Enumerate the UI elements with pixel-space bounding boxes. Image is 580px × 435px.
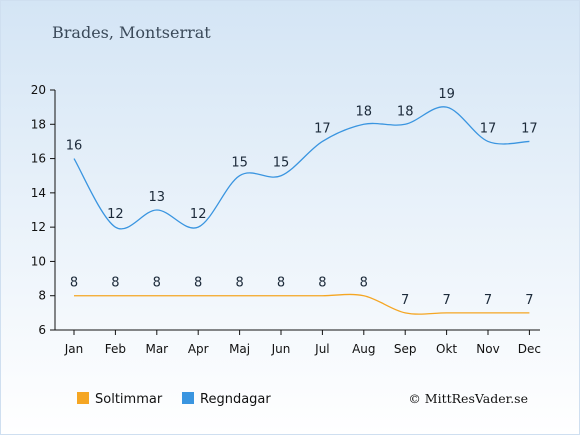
x-tick-label: Sep	[394, 342, 417, 356]
x-tick-label: Dec	[518, 342, 541, 356]
y-tick-label: 16	[31, 152, 46, 166]
y-tick-label: 6	[38, 323, 46, 337]
data-label-soltimmar: 8	[111, 276, 119, 291]
y-tick-label: 8	[38, 289, 46, 303]
data-label-soltimmar: 7	[525, 293, 533, 308]
legend-label-soltimmar: Soltimmar	[95, 392, 163, 407]
data-label-regndagar: 16	[66, 139, 83, 154]
y-tick-label: 18	[31, 117, 46, 131]
data-label-regndagar: 18	[356, 104, 373, 119]
x-tick-label: Jun	[271, 342, 291, 356]
y-tick-label: 14	[31, 186, 46, 200]
y-tick-label: 20	[31, 83, 46, 97]
data-label-soltimmar: 8	[153, 276, 161, 291]
series-line-soltimmar	[73, 293, 530, 315]
data-label-regndagar: 19	[438, 87, 455, 102]
data-label-regndagar: 18	[397, 104, 414, 119]
series-line-regndagar	[73, 106, 530, 230]
data-label-regndagar: 17	[480, 121, 497, 136]
x-tick-label: Maj	[229, 342, 250, 356]
x-tick-label: Feb	[105, 342, 126, 356]
data-label-soltimmar: 8	[318, 276, 326, 291]
data-label-regndagar: 13	[149, 190, 166, 205]
data-label-regndagar: 12	[190, 207, 207, 222]
x-tick-label: Okt	[436, 342, 457, 356]
credit-text: © MittResVader.se	[408, 391, 528, 406]
data-label-soltimmar: 8	[70, 276, 78, 291]
data-label-regndagar: 15	[231, 156, 248, 171]
legend-swatch-regndagar	[182, 392, 194, 404]
chart-title: Brades, Montserrat	[52, 23, 211, 42]
x-ticks: Jan Feb Mar Apr Maj Jun Jul Aug Sep Okt Nov Dec	[64, 330, 541, 356]
x-tick-label: Jul	[314, 342, 329, 356]
x-tick-label: Mar	[145, 342, 168, 356]
data-label-soltimmar: 7	[484, 293, 492, 308]
x-tick-label: Jan	[64, 342, 84, 356]
data-label-soltimmar: 8	[277, 276, 285, 291]
series-lines	[73, 106, 530, 315]
data-label-soltimmar: 8	[360, 276, 368, 291]
data-labels: 8 8 8 8 8 8 8 8 7 7 7 7 16 12 13 12 15 15 17 18 18 19 17 17	[66, 87, 538, 308]
data-label-soltimmar: 8	[235, 276, 243, 291]
y-tick-label: 10	[31, 254, 46, 268]
x-tick-label: Apr	[188, 342, 209, 356]
y-tick-label: 12	[31, 220, 46, 234]
data-label-regndagar: 15	[273, 156, 290, 171]
x-tick-label: Aug	[352, 342, 375, 356]
y-ticks: 6 8 10 12 14 16 18 20	[31, 83, 55, 337]
legend-label-regndagar: Regndagar	[200, 392, 271, 407]
data-label-regndagar: 12	[107, 207, 124, 222]
data-label-regndagar: 17	[314, 121, 331, 136]
legend-swatch-soltimmar	[77, 392, 89, 404]
x-tick-label: Nov	[476, 342, 499, 356]
data-label-soltimmar: 7	[401, 293, 409, 308]
legend: Soltimmar Regndagar	[77, 392, 271, 407]
data-label-regndagar: 17	[521, 121, 538, 136]
data-label-soltimmar: 7	[442, 293, 450, 308]
data-label-soltimmar: 8	[194, 276, 202, 291]
